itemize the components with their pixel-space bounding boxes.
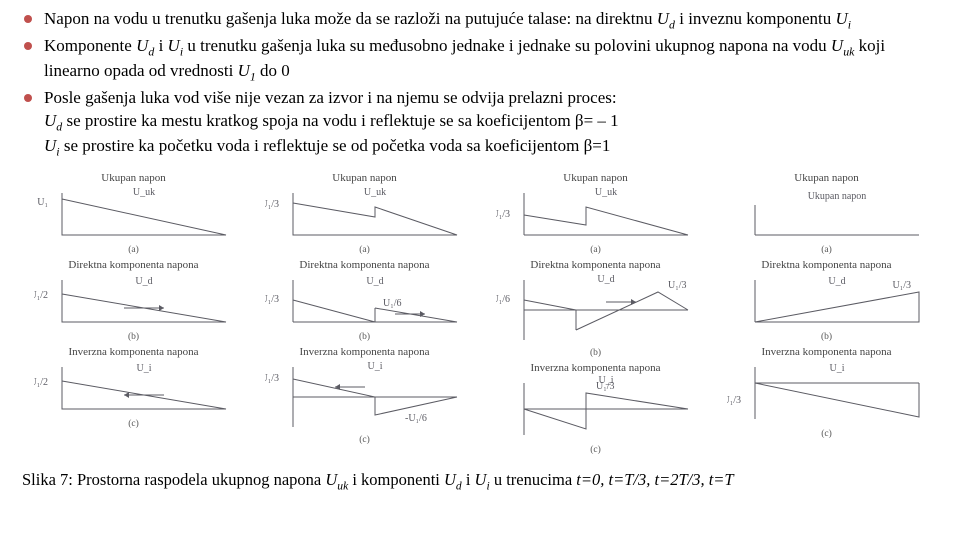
panel-0-c: Inverzna komponenta naponaU₁/2U_i(c) — [22, 346, 245, 429]
svg-text:U_i: U_i — [136, 363, 151, 374]
svg-text:U₁/6: U₁/6 — [496, 294, 510, 305]
panel-3-a: Ukupan naponUkupan napon(a) — [715, 172, 938, 255]
panel-2-b: Direktna komponenta naponaU₁/6U₁/3U_d(b) — [484, 259, 707, 358]
svg-text:U_d: U_d — [366, 276, 383, 287]
panel-2-c: Inverzna komponenta naponaU₁/3U_i(c) — [484, 362, 707, 455]
svg-text:U₁/2: U₁/2 — [34, 290, 48, 301]
svg-text:U₁/3: U₁/3 — [727, 395, 741, 406]
svg-text:-U₁/6: -U₁/6 — [405, 413, 427, 424]
panel-1-a: Ukupan napon2U₁/3U_uk(a) — [253, 172, 476, 255]
panel-3-b: Direktna komponenta naponaU_dU₁/3(b) — [715, 259, 938, 342]
b1-text-a: Napon na vodu u trenutku gašenja luka mo… — [44, 9, 657, 28]
svg-text:U₁: U₁ — [37, 197, 48, 208]
svg-text:U₁/3: U₁/3 — [496, 209, 510, 220]
bullet-3: Posle gašenja luka vod više nije vezan z… — [22, 87, 938, 160]
svg-text:2U₁/3: 2U₁/3 — [265, 199, 279, 210]
svg-text:U_uk: U_uk — [594, 187, 616, 198]
svg-text:U_d: U_d — [828, 276, 845, 287]
svg-text:U_d: U_d — [597, 274, 614, 285]
panel-0-b: Direktna komponenta naponaU₁/2U_d(b) — [22, 259, 245, 342]
svg-text:U₁/3: U₁/3 — [265, 294, 279, 305]
svg-text:U₁/6: U₁/6 — [383, 298, 402, 309]
panel-1-b: Direktna komponenta naponaU₁/3U₁/6U_d(b) — [253, 259, 476, 342]
figure-grid: Ukupan naponU₁U_uk(a)Direktna komponenta… — [22, 172, 938, 459]
panel-3-c: Inverzna komponenta naponaU₁/3U_i(c) — [715, 346, 938, 439]
panel-0-a: Ukupan naponU₁U_uk(a) — [22, 172, 245, 255]
svg-text:U_i: U_i — [598, 375, 613, 386]
figure-col-0: Ukupan naponU₁U_uk(a)Direktna komponenta… — [22, 172, 245, 459]
svg-text:Ukupan napon: Ukupan napon — [807, 191, 866, 202]
svg-text:U_d: U_d — [135, 276, 152, 287]
svg-text:U_uk: U_uk — [363, 187, 385, 198]
panel-1-c: Inverzna komponenta naponaU₁/3-U₁/6U_i(c… — [253, 346, 476, 445]
svg-text:U₁/3: U₁/3 — [668, 280, 687, 291]
b1-text-b: i inveznu komponentu — [675, 9, 836, 28]
svg-text:U₁/2: U₁/2 — [34, 377, 48, 388]
svg-text:U_i: U_i — [367, 361, 382, 372]
bullet-2: Komponente Ud i Ui u trenutku gašenja lu… — [22, 35, 938, 85]
svg-text:U₁/3: U₁/3 — [265, 373, 279, 384]
svg-text:U_i: U_i — [829, 363, 844, 374]
panel-2-a: Ukupan naponU₁/3U_uk(a) — [484, 172, 707, 255]
figure-caption: Slika 7: Prostorna raspodela ukupnog nap… — [22, 469, 938, 494]
figure-col-2: Ukupan naponU₁/3U_uk(a)Direktna komponen… — [484, 172, 707, 459]
svg-text:U₁/3: U₁/3 — [892, 280, 911, 291]
figure-col-1: Ukupan napon2U₁/3U_uk(a)Direktna kompone… — [253, 172, 476, 459]
figure-col-3: Ukupan naponUkupan napon(a)Direktna komp… — [715, 172, 938, 459]
bullet-1: Napon na vodu u trenutku gašenja luka mo… — [22, 8, 938, 33]
svg-text:U_uk: U_uk — [132, 187, 154, 198]
bullet-list: Napon na vodu u trenutku gašenja luka mo… — [22, 8, 938, 160]
